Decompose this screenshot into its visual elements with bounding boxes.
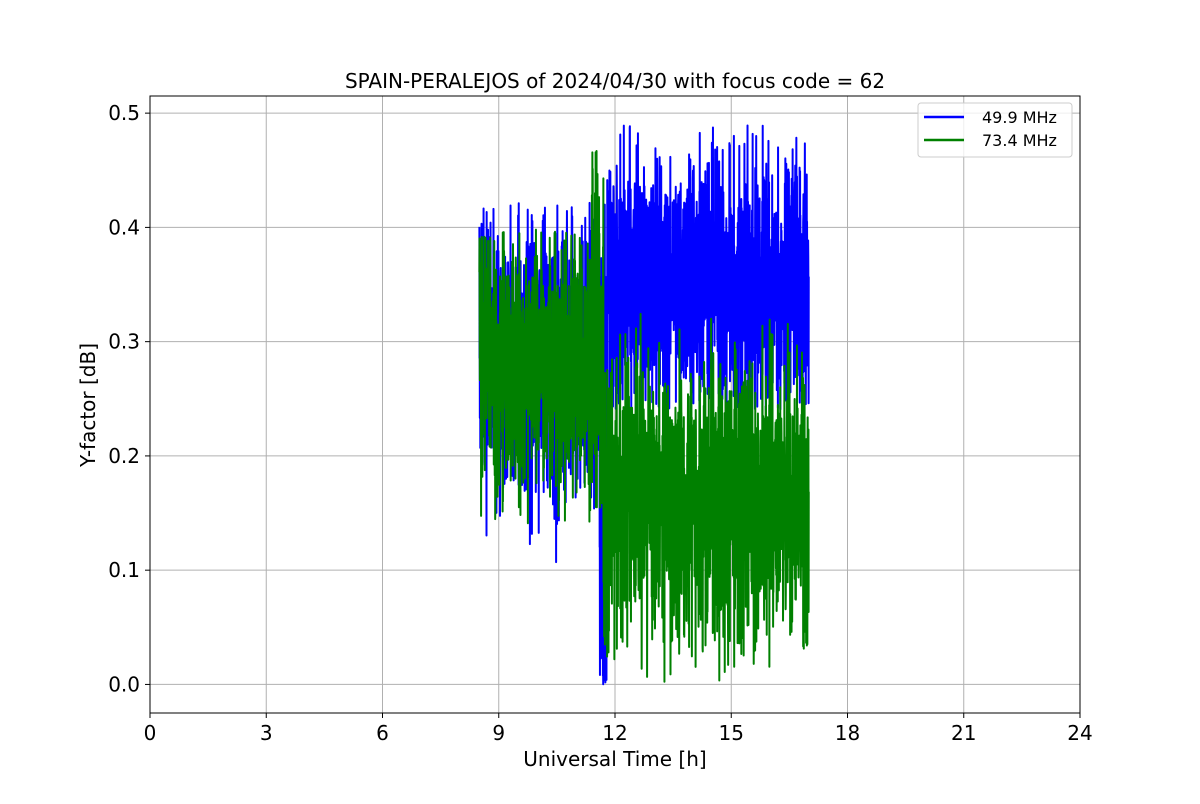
x-tick-label: 24 (1067, 721, 1092, 745)
series-line-73-4-mhz (478, 150, 810, 683)
series-layer (478, 124, 810, 686)
x-tick-label: 0 (144, 721, 157, 745)
y-tick-label: 0.5 (108, 101, 140, 125)
y-tick-label: 0.0 (108, 672, 140, 696)
x-axis-label: Universal Time [h] (523, 747, 706, 771)
legend-label-73-4-mhz: 73.4 MHz (982, 131, 1057, 150)
x-tick-label: 12 (602, 721, 627, 745)
y-tick-label: 0.1 (108, 558, 140, 582)
legend-label-49-9-mhz: 49.9 MHz (982, 108, 1057, 127)
x-tick-label: 3 (260, 721, 273, 745)
y-tick-label: 0.2 (108, 444, 140, 468)
x-tick-label: 18 (835, 721, 860, 745)
chart-title: SPAIN-PERALEJOS of 2024/04/30 with focus… (345, 69, 885, 93)
series-line-49-9-mhz (478, 124, 810, 686)
axis-ticks: 0 3 6 9 12 15 18 21 24 0.0 0.1 0.2 0.3 0.4 0.5 (108, 101, 1093, 745)
y-tick-label: 0.4 (108, 215, 140, 239)
x-tick-label: 6 (376, 721, 389, 745)
y-tick-label: 0.3 (108, 330, 140, 354)
x-tick-label: 15 (719, 721, 744, 745)
legend: 49.9 MHz 73.4 MHz (917, 102, 1073, 158)
y-axis-label: Y-factor [dB] (76, 343, 100, 468)
x-tick-label: 9 (492, 721, 505, 745)
x-tick-label: 21 (951, 721, 976, 745)
